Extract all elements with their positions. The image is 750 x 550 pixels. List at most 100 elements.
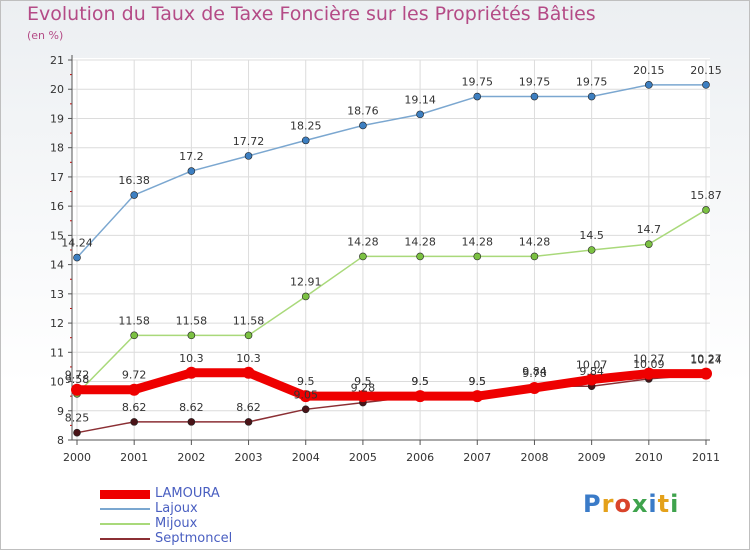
logo-letter: P: [583, 490, 602, 518]
data-label-lajoux: 19.75: [462, 76, 494, 89]
y-tick-label: 18: [50, 142, 64, 155]
data-label-lamoura: 10.27: [690, 353, 722, 366]
data-label-lajoux: 17.2: [179, 150, 204, 163]
legend-label: Septmoncel: [155, 531, 233, 546]
data-point-lajoux: [587, 92, 596, 101]
data-point-septmoncel: [301, 405, 310, 414]
y-tick-label: 12: [50, 317, 64, 330]
x-tick-label: 2009: [578, 451, 606, 464]
logo-letter: i: [648, 490, 658, 518]
data-label-mijoux: 9.58: [65, 373, 90, 386]
data-point-mijoux: [244, 331, 253, 340]
data-label-lajoux: 20.15: [690, 64, 722, 77]
legend-swatch: [100, 538, 150, 540]
data-label-septmoncel: 9.84: [522, 365, 547, 378]
data-point-septmoncel: [187, 418, 196, 426]
y-tick-label: 14: [50, 259, 64, 272]
data-point-lajoux: [702, 81, 710, 89]
data-label-lajoux: 18.25: [290, 119, 322, 132]
data-label-septmoncel: 8.62: [122, 401, 147, 414]
data-point-lamoura: [700, 367, 712, 380]
y-tick-label: 17: [50, 171, 64, 184]
logo-letter: t: [657, 490, 671, 518]
data-label-mijoux: 14.7: [637, 223, 662, 236]
y-tick-label: 10: [50, 376, 64, 389]
data-label-septmoncel: 9.5: [469, 375, 487, 388]
y-tick-label: 9: [57, 405, 64, 418]
legend-label: LAMOURA: [155, 486, 220, 501]
data-point-lajoux: [244, 152, 253, 160]
data-label-lamoura: 9.72: [65, 369, 90, 382]
x-tick-label: 2004: [292, 451, 320, 464]
data-point-mijoux: [530, 252, 539, 261]
data-label-lamoura: 10.3: [179, 352, 204, 365]
data-point-lajoux: [530, 92, 539, 101]
y-tick-label: 19: [50, 112, 64, 125]
x-tick-label: 2002: [177, 451, 205, 464]
data-point-mijoux: [130, 331, 138, 340]
logo-letter: r: [601, 490, 615, 518]
y-tick-label: 21: [50, 54, 64, 67]
data-point-mijoux: [359, 252, 367, 261]
data-label-lajoux: 17.72: [233, 135, 265, 148]
logo-letter: i: [670, 490, 680, 518]
legend-swatch: [100, 523, 150, 525]
x-tick-label: 2011: [692, 451, 720, 464]
data-label-lamoura: 9.5: [354, 375, 372, 388]
series-line-mijoux: [76, 209, 707, 395]
legend-label: Lajoux: [155, 501, 198, 516]
data-point-septmoncel: [244, 418, 253, 426]
data-label-lamoura: 10.3: [236, 352, 261, 365]
data-label-septmoncel: 8.62: [179, 401, 204, 414]
data-point-lamoura: [528, 381, 541, 394]
legend-swatch: [100, 508, 150, 510]
data-label-lajoux: 19.14: [404, 93, 436, 106]
data-label-mijoux: 14.28: [519, 235, 551, 248]
data-point-mijoux: [645, 240, 653, 248]
data-label-mijoux: 14.5: [579, 229, 604, 242]
data-point-lajoux: [359, 121, 367, 130]
logo-letter: o: [614, 490, 632, 518]
data-label-septmoncel: 8.25: [65, 412, 90, 425]
data-point-lajoux: [130, 191, 138, 199]
data-label-mijoux: 14.28: [404, 235, 436, 248]
data-point-lamoura: [585, 373, 598, 386]
data-point-lamoura: [471, 390, 484, 403]
x-tick-label: 2005: [349, 451, 377, 464]
y-tick-label: 16: [50, 200, 64, 213]
x-tick-label: 2001: [120, 451, 148, 464]
chart-title: Evolution du Taux de Taxe Foncière sur l…: [27, 3, 596, 25]
data-label-mijoux: 14.28: [347, 235, 379, 248]
data-label-mijoux: 11.58: [118, 314, 150, 327]
data-label-mijoux: 11.58: [176, 314, 208, 327]
logo-letter: x: [631, 490, 649, 518]
data-label-septmoncel: 9.05: [293, 388, 318, 401]
data-label-lajoux: 16.38: [118, 174, 150, 187]
data-label-septmoncel: 9.84: [579, 365, 604, 378]
data-point-lajoux: [416, 110, 424, 119]
x-tick-label: 2010: [635, 451, 663, 464]
data-point-mijoux: [587, 246, 596, 254]
y-tick-label: 20: [50, 83, 64, 96]
data-point-lajoux: [473, 92, 482, 101]
data-point-lamoura: [299, 390, 312, 403]
x-tick-label: 2008: [520, 451, 548, 464]
data-label-lajoux: 19.75: [519, 76, 551, 89]
data-label-lajoux: 14.24: [61, 237, 93, 250]
data-label-lamoura: 9.5: [469, 375, 487, 388]
series-line-lajoux: [76, 84, 706, 259]
data-point-mijoux: [416, 252, 424, 261]
data-label-septmoncel: 10.24: [690, 354, 722, 367]
y-tick-label: 11: [50, 346, 64, 359]
data-label-lajoux: 19.75: [576, 76, 608, 89]
data-label-septmoncel: 9.5: [411, 375, 429, 388]
data-label-lamoura: 9.5: [411, 375, 429, 388]
data-label-lajoux: 18.76: [347, 104, 379, 117]
data-label-lamoura: 10.27: [633, 353, 665, 366]
data-label-lamoura: 10.07: [576, 358, 608, 371]
data-point-lamoura: [128, 383, 141, 396]
x-tick-label: 2003: [235, 451, 263, 464]
x-tick-label: 2000: [63, 451, 91, 464]
data-label-mijoux: 15.87: [690, 189, 722, 202]
